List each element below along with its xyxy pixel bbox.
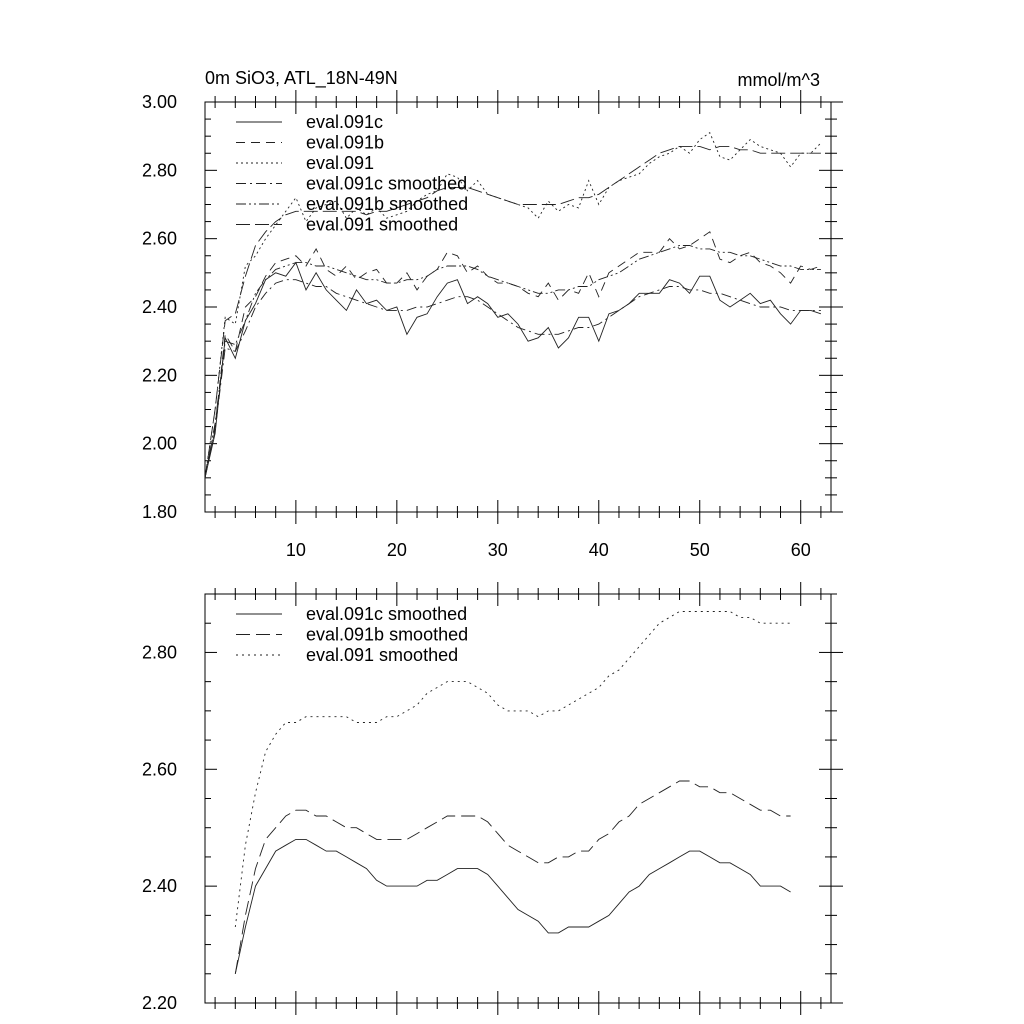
series-line-eval-091-smoothed: [205, 145, 821, 478]
x-tick-label: 40: [589, 540, 609, 560]
x-tick-label: 10: [286, 540, 306, 560]
y-tick-label: 2.80: [142, 642, 177, 662]
plot-frame: [204, 593, 832, 1004]
x-tick-label: 60: [791, 540, 811, 560]
top-panel: 10 20 30 40 50 60 1.80 2.00 2.20 2.40 2.60 2.80 3.00…: [142, 90, 843, 560]
legend-label: eval.091b smoothed: [306, 625, 468, 645]
legend-label: eval.091 smoothed: [306, 645, 458, 665]
series-line-eval-091c-smoothed: [205, 279, 821, 478]
series-line-eval-091b-smoothed: [234, 780, 791, 974]
legend-label: eval.091 smoothed: [306, 215, 458, 235]
series-line-eval-091c: [205, 261, 822, 478]
y-tick-label: 2.40: [142, 297, 177, 317]
y-tick-label: 2.60: [142, 229, 177, 249]
y-tick-label: 2.40: [142, 876, 177, 896]
legend-label: eval.091c: [306, 112, 383, 132]
y-tick-label: 2.80: [142, 160, 177, 180]
y-tick-label: 2.20: [142, 993, 177, 1013]
x-tick-label: 30: [488, 540, 508, 560]
legend-label: eval.091: [306, 153, 374, 173]
legend-label: eval.091c smoothed: [306, 174, 467, 194]
x-tick-label: 50: [690, 540, 710, 560]
x-tick-label: 20: [387, 540, 407, 560]
legend-label: eval.091c smoothed: [306, 604, 467, 624]
series-line-eval-091c-smoothed: [234, 838, 791, 974]
chart-title: 0m SiO3, ATL_18N-49N: [205, 68, 398, 89]
y-tick-label: 1.80: [142, 502, 177, 522]
y-tick-label: 2.20: [142, 365, 177, 385]
y-tick-label: 3.00: [142, 92, 177, 112]
legend-label: eval.091b: [306, 133, 384, 153]
y-tick-label: 2.00: [142, 434, 177, 454]
series-line-eval-091b: [205, 231, 822, 478]
plot-frame: [204, 101, 832, 513]
legend-label: eval.091b smoothed: [306, 194, 468, 214]
y-tick-label: 2.60: [142, 759, 177, 779]
series-line-eval-091b-smoothed: [205, 245, 821, 478]
series-line-eval-091: [205, 132, 822, 478]
units-label: mmol/m^3: [738, 70, 820, 90]
